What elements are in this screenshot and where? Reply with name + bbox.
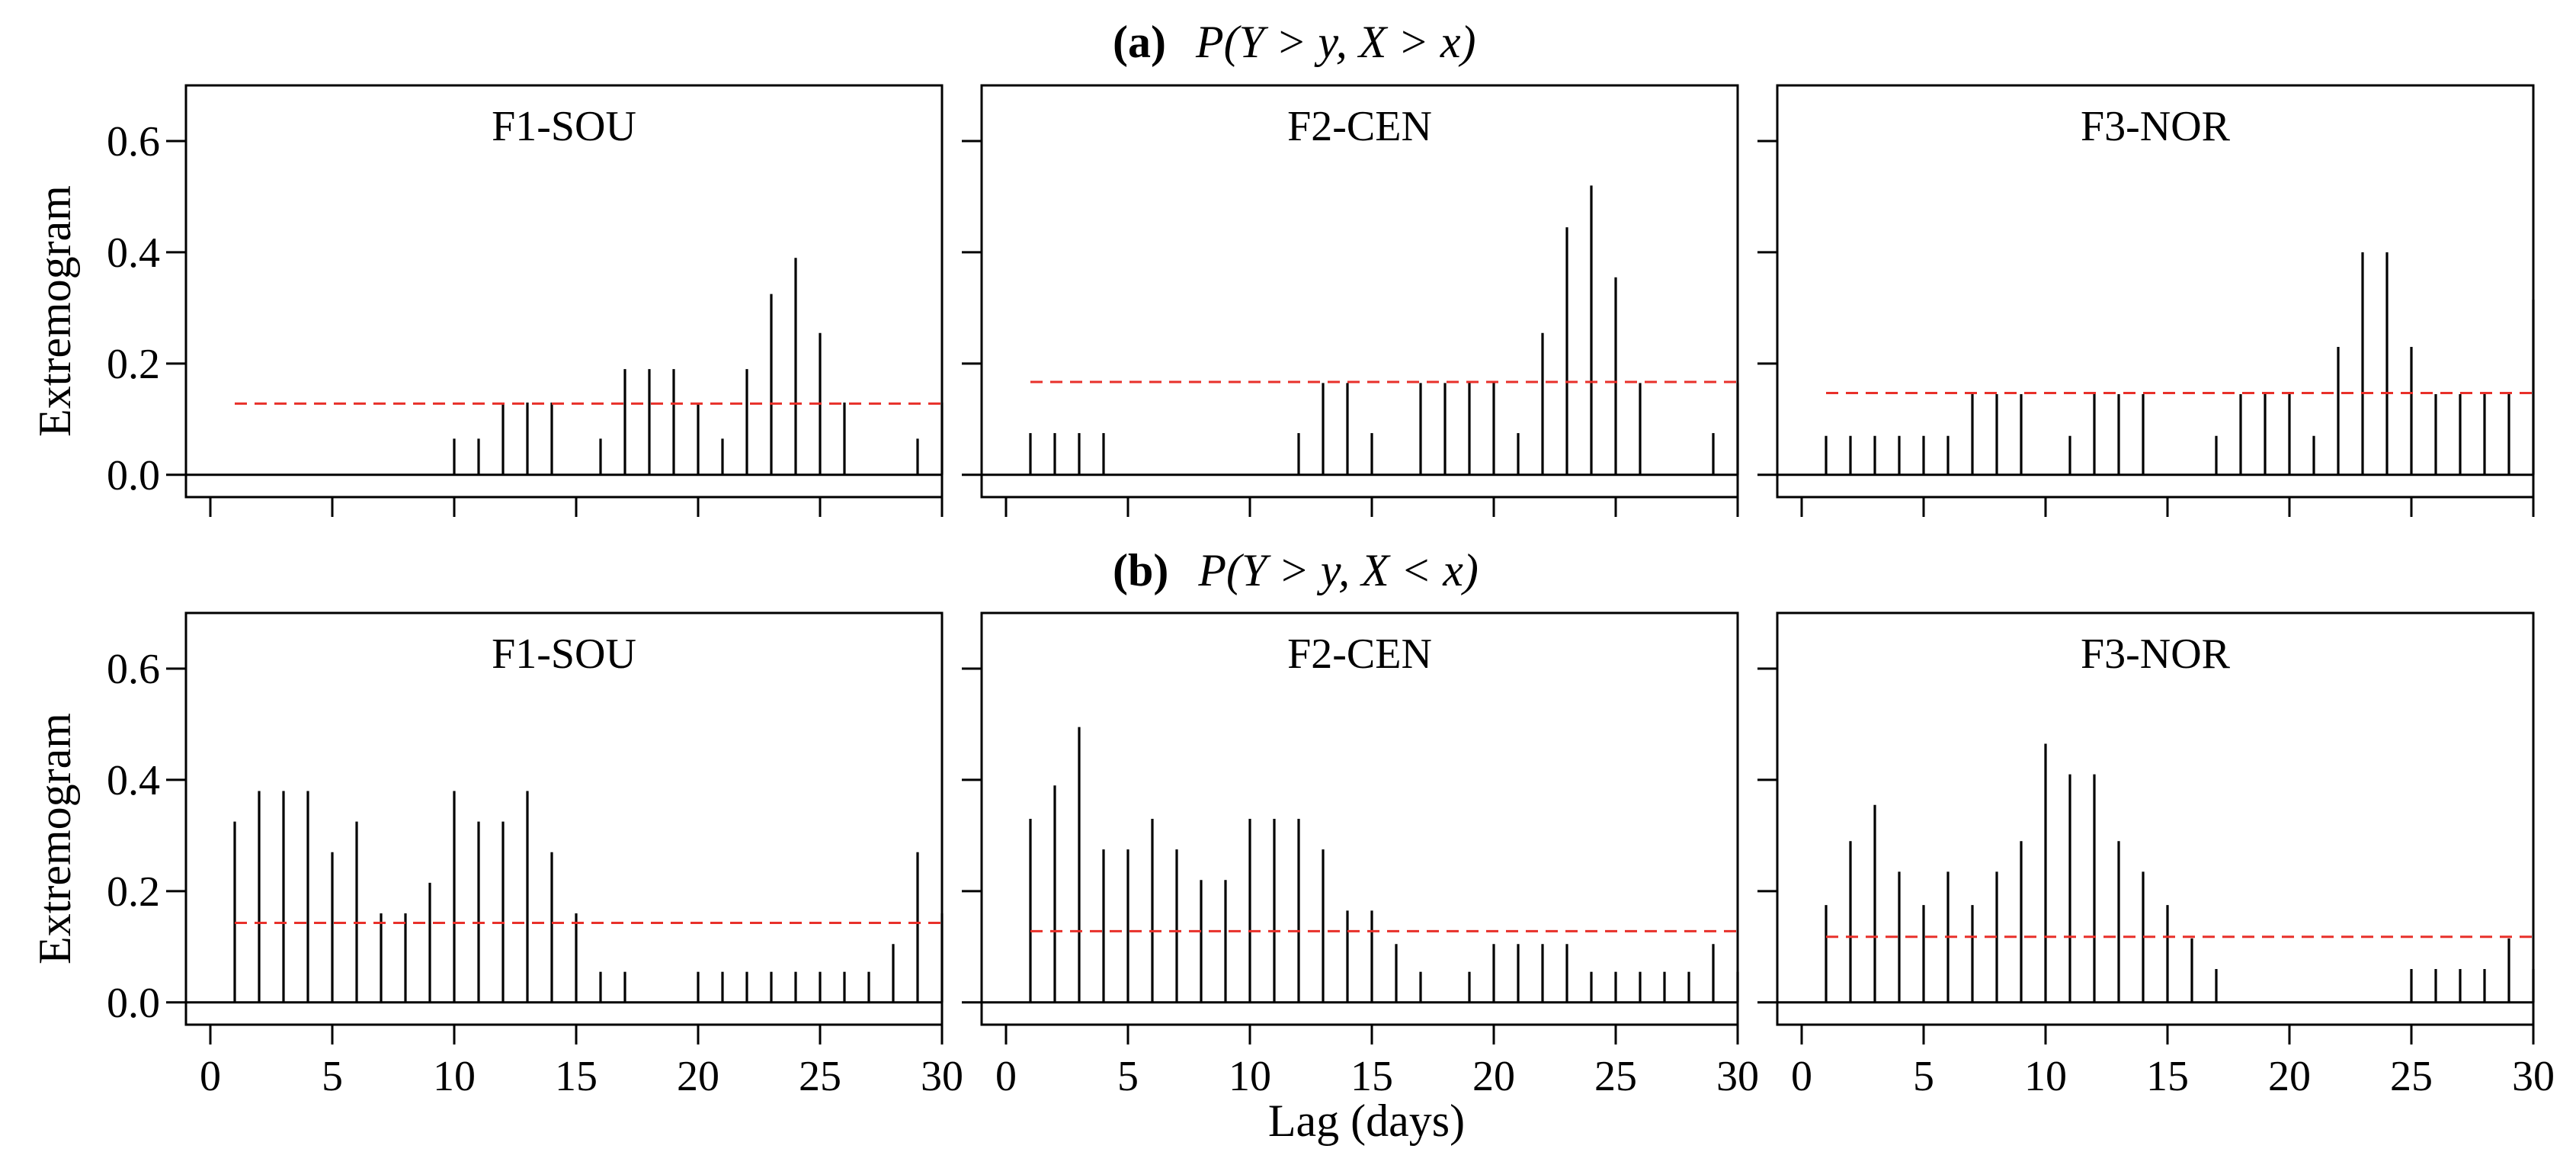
- panel-title: F3-NOR: [2081, 631, 2231, 678]
- x-tick-label: 15: [555, 1053, 598, 1100]
- panel-title: F1-SOU: [492, 103, 636, 150]
- y-tick-label: 0.0: [107, 980, 160, 1027]
- x-tick-label: 10: [433, 1053, 476, 1100]
- x-tick-label: 15: [2146, 1053, 2189, 1100]
- panel-frame: [1776, 84, 2535, 499]
- x-tick-label: 10: [1229, 1053, 1271, 1100]
- x-tick-label: 0: [1791, 1053, 1812, 1100]
- panel-frame: [184, 84, 944, 499]
- y-tick-label: 0.6: [107, 646, 160, 693]
- x-tick-label: 25: [2390, 1053, 2433, 1100]
- x-tick-label: 10: [2024, 1053, 2067, 1100]
- x-tick-label: 25: [799, 1053, 841, 1100]
- y-tick-label: 0.6: [107, 118, 160, 165]
- x-tick-label: 20: [677, 1053, 719, 1100]
- panels-group: F1-SOU 0.0 0.2 0.4 0.6 F2-CEN F3-NOR F1-SOU 0.0 0…: [107, 84, 2555, 1100]
- x-tick-label: 5: [1913, 1053, 1934, 1100]
- panel-a-f2-cen: F2-CEN: [962, 84, 1739, 517]
- panel-title: F2-CEN: [1287, 103, 1432, 150]
- panel-title: F1-SOU: [492, 631, 636, 678]
- panel-title: F2-CEN: [1287, 631, 1432, 678]
- panel-b-f2-cen: F2-CEN 0 5 10 15 20 25 30: [962, 611, 1759, 1100]
- row-a-expression: P(Y > y, X > x): [1195, 17, 1476, 67]
- y-tick-label: 0.4: [107, 229, 160, 277]
- x-tick-label: 30: [921, 1053, 963, 1100]
- x-tick-label: 20: [1472, 1053, 1515, 1100]
- x-tick-label: 0: [200, 1053, 221, 1100]
- panel-a-f1-sou: F1-SOU 0.0 0.2 0.4 0.6: [107, 84, 944, 517]
- x-axis-label: Lag (days): [1268, 1096, 1465, 1146]
- panel-title: F3-NOR: [2081, 103, 2231, 150]
- x-tick-label: 30: [1716, 1053, 1759, 1100]
- panel-b-f1-sou: F1-SOU 0.0 0.2 0.4 0.6 0 5 10 15 20 25 30: [107, 611, 963, 1100]
- panel-a-f3-nor: F3-NOR: [1757, 84, 2535, 517]
- x-tick-label: 5: [322, 1053, 343, 1100]
- x-tick-label: 25: [1594, 1053, 1637, 1100]
- panel-frame: [980, 611, 1739, 1026]
- panel-b-f3-nor: F3-NOR 0 5 10 15 20 25 30: [1757, 611, 2555, 1100]
- y-tick-label: 0.0: [107, 452, 160, 499]
- y-axis-label-top: Extremogram: [30, 185, 80, 437]
- row-a-title: (a) P(Y > y, X > x): [1113, 17, 1476, 67]
- x-tick-label: 0: [995, 1053, 1017, 1100]
- x-tick-label: 5: [1117, 1053, 1139, 1100]
- y-tick-label: 0.2: [107, 341, 160, 388]
- y-axis-label-bottom: Extremogram: [30, 713, 80, 964]
- row-a-letter: (a): [1113, 17, 1166, 67]
- row-b-letter: (b): [1113, 545, 1168, 595]
- x-tick-label: 30: [2512, 1053, 2555, 1100]
- row-b-expression: P(Y > y, X < x): [1197, 545, 1479, 595]
- y-tick-label: 0.4: [107, 757, 160, 804]
- panel-frame: [1776, 611, 2535, 1026]
- x-tick-label: 20: [2268, 1053, 2311, 1100]
- y-tick-label: 0.2: [107, 868, 160, 916]
- row-b-title: (b) P(Y > y, X < x): [1113, 545, 1479, 595]
- panel-frame: [184, 611, 944, 1026]
- x-tick-label: 15: [1350, 1053, 1393, 1100]
- panel-frame: [980, 84, 1739, 499]
